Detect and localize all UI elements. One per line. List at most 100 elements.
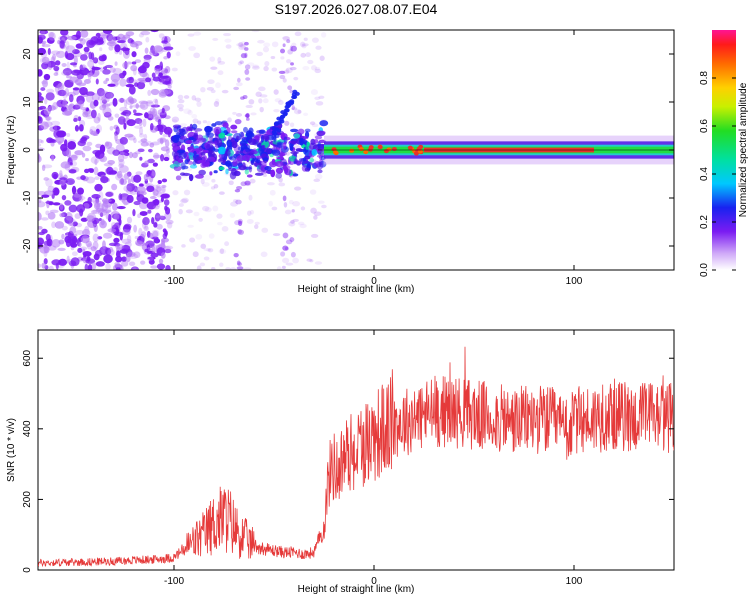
heatmap-noise-blob <box>100 249 105 254</box>
heatmap-transition-blob <box>206 143 214 151</box>
heatmap-noise-blob <box>133 137 137 144</box>
heatmap-faint-blob <box>208 233 215 239</box>
heatmap-faint-blob <box>199 262 206 267</box>
heatmap-transition-blob <box>290 128 299 133</box>
heatmap-streak-blob <box>287 85 293 91</box>
heatmap-transition-blob <box>216 138 223 146</box>
heatmap-faint-blob <box>219 262 224 267</box>
heatmap-faint-blob <box>291 42 297 47</box>
heatmap-faint-blob <box>303 37 308 41</box>
heatmap-streak-blob <box>240 53 247 59</box>
heatmap-faint-blob <box>314 173 323 180</box>
colorbar-gradient <box>712 30 736 270</box>
heatmap-noise-blob <box>118 193 123 201</box>
heatmap-faint-blob <box>172 190 179 196</box>
carrier-dot <box>368 145 374 150</box>
heatmap-noise-blob <box>119 78 127 87</box>
heatmap-noise-blob <box>159 215 166 221</box>
heatmap-noise-blob <box>90 156 100 164</box>
heatmap-noise-blob <box>84 168 90 174</box>
heatmap-transition-blob <box>248 165 253 173</box>
heatmap-noise-blob <box>127 178 131 185</box>
heatmap-y-ticks: -20 -10 0 10 20 <box>22 48 674 253</box>
heatmap-faint-blob <box>249 209 255 215</box>
colorbar-tick-label: 0.2 <box>699 215 710 229</box>
heatmap-faint-blob <box>262 173 267 177</box>
heatmap-noise-blob <box>146 100 154 104</box>
heatmap-noise-blob <box>43 258 48 265</box>
heatmap-noise-blob <box>139 211 148 217</box>
heatmap-noise-blob <box>68 222 74 226</box>
heatmap-transition-blob <box>311 149 318 156</box>
heatmap-streak-blob <box>233 86 240 91</box>
heatmap-noise-blob <box>154 98 159 108</box>
heatmap-noise-blob <box>126 251 136 258</box>
heatmap-faint-blob <box>178 203 184 207</box>
heatmap-noise-blob <box>150 104 161 108</box>
heatmap-faint-blob <box>297 109 302 114</box>
heatmap-noise-blob <box>64 200 72 206</box>
heatmap-transition-blob <box>264 166 272 171</box>
heatmap-faint-blob <box>197 120 202 125</box>
heatmap-transition-blob <box>171 142 178 148</box>
heatmap-noise-blob <box>105 141 113 148</box>
heatmap-faint-blob <box>289 122 295 128</box>
heatmap-streak-blob <box>282 43 286 48</box>
heatmap-faint-blob <box>309 189 317 195</box>
heatmap-noise-blob <box>60 30 69 36</box>
heatmap-faint-blob <box>212 37 219 41</box>
heatmap-transition-blob <box>176 149 186 154</box>
heatmap-noise-blob <box>52 125 61 131</box>
heatmap-faint-blob <box>189 237 196 243</box>
heatmap-noise-blob <box>107 159 115 165</box>
heatmap-noise-blob <box>118 178 128 186</box>
heatmap-noise-blob <box>87 264 93 270</box>
heatmap-streak-blob <box>283 201 288 208</box>
snr-x-axis-label: Height of straight line (km) <box>298 584 415 595</box>
heatmap-noise-blob <box>93 116 101 124</box>
heatmap-noise-blob <box>38 190 46 196</box>
heatmap-noise-blob <box>140 30 151 36</box>
heatmap-transition-blob <box>282 142 287 150</box>
heatmap-noise-blob <box>103 80 108 85</box>
heatmap-transition-blob <box>260 169 268 174</box>
heatmap-noise-blob <box>70 257 80 266</box>
heatmap-noise-blob <box>105 64 113 69</box>
heatmap-noise-blob <box>101 202 109 212</box>
heatmap-noise-blob <box>161 186 166 193</box>
heatmap-noise-blob <box>115 250 121 258</box>
heatmap-noise-blob <box>76 204 86 213</box>
heatmap-noise-blob <box>143 173 149 182</box>
heatmap-track-blob <box>271 129 277 134</box>
heatmap-noise-blob <box>51 239 61 248</box>
heatmap-noise-blob <box>92 233 99 243</box>
heatmap-noise-blob <box>74 229 85 235</box>
heatmap-noise-blob <box>47 185 55 192</box>
heatmap-faint-blob <box>200 86 206 93</box>
heatmap-streak-blob <box>238 220 243 227</box>
heatmap-noise-blob <box>162 80 172 85</box>
heatmap-transition-blob <box>175 156 179 160</box>
heatmap-faint-blob <box>191 95 197 101</box>
heatmap-x-tick-label: 100 <box>566 276 583 287</box>
heatmap-transition-blob <box>292 173 299 177</box>
heatmap-transition-blob <box>204 125 213 133</box>
colorbar-label: Normalized spectral amplitude <box>738 82 749 217</box>
heatmap-transition-blob <box>274 160 284 168</box>
heatmap-faint-blob <box>294 186 302 191</box>
heatmap-streak-blob <box>244 180 251 186</box>
heatmap-noise-blob <box>83 79 91 84</box>
heatmap-track-blob <box>289 100 295 105</box>
heatmap-noise-blob <box>128 85 136 95</box>
heatmap-transition-blob <box>293 133 301 139</box>
heatmap-streak-blob <box>244 41 249 46</box>
heatmap-noise-blob <box>138 183 144 187</box>
heatmap-noise-blob <box>95 196 100 204</box>
heatmap-noise-blob <box>55 50 66 59</box>
carrier-dot <box>407 145 413 150</box>
heatmap-noise-blob <box>144 222 149 230</box>
heatmap-noise-blob <box>142 61 150 69</box>
heatmap-noise-blob <box>144 112 149 119</box>
heatmap-noise-blob <box>68 204 78 213</box>
heatmap-noise-blob <box>54 85 60 93</box>
